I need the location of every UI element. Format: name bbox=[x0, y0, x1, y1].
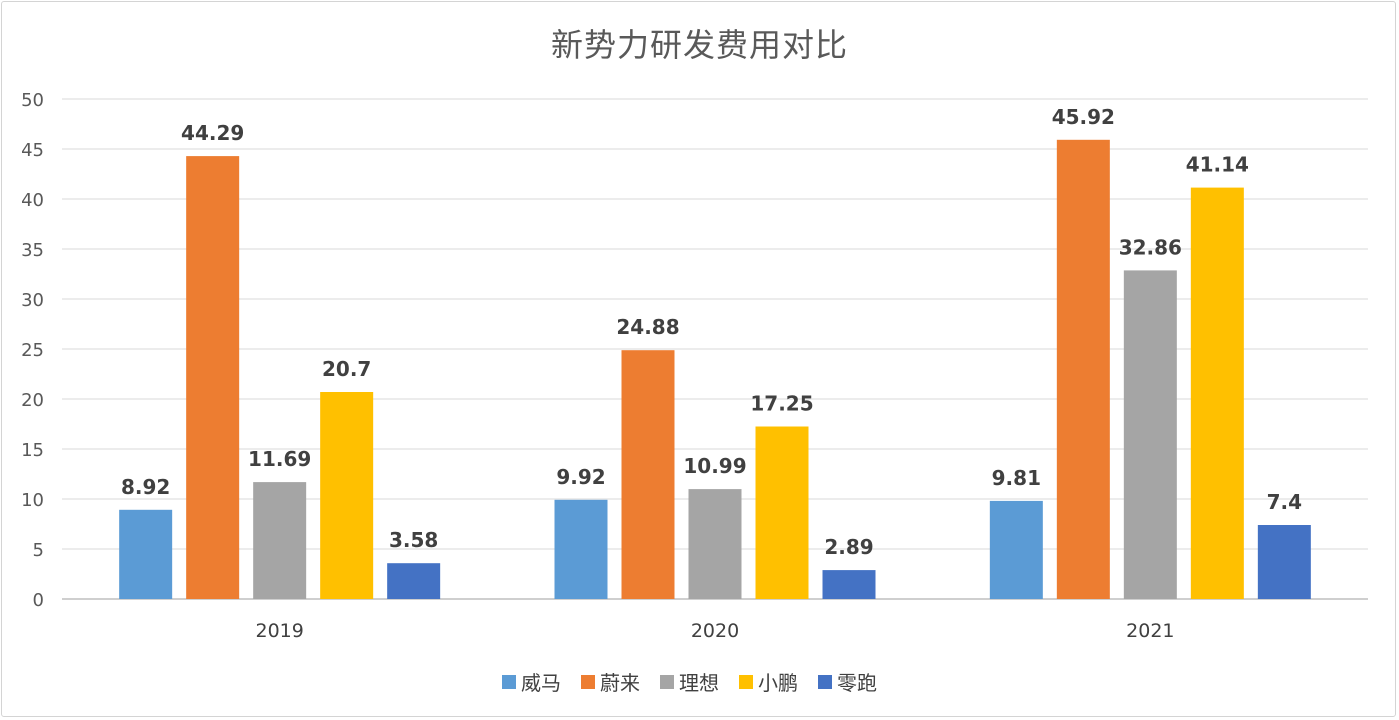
bar bbox=[1056, 139, 1110, 600]
data-label: 44.29 bbox=[181, 121, 244, 145]
bar bbox=[989, 500, 1043, 599]
data-label: 17.25 bbox=[750, 392, 813, 416]
bar bbox=[119, 509, 173, 599]
y-tick-label: 10 bbox=[21, 490, 44, 511]
y-tick-label: 35 bbox=[21, 240, 44, 261]
y-tick-label: 45 bbox=[21, 140, 44, 161]
y-tick-label: 25 bbox=[21, 340, 44, 361]
data-label: 10.99 bbox=[683, 454, 746, 478]
x-tick-label: 2021 bbox=[1126, 620, 1174, 642]
bar bbox=[253, 482, 307, 599]
data-label: 24.88 bbox=[616, 315, 679, 339]
bar bbox=[755, 426, 809, 599]
legend-swatch bbox=[818, 675, 832, 689]
legend-label: 零跑 bbox=[837, 671, 877, 695]
legend-swatch bbox=[581, 675, 595, 689]
data-label: 3.58 bbox=[389, 528, 438, 552]
bar bbox=[387, 563, 441, 599]
bar bbox=[554, 499, 608, 599]
data-label: 45.92 bbox=[1052, 105, 1115, 129]
y-tick-label: 40 bbox=[21, 190, 44, 211]
bar bbox=[822, 570, 876, 599]
data-label: 9.92 bbox=[556, 465, 605, 489]
data-label: 8.92 bbox=[121, 475, 170, 499]
bar bbox=[688, 489, 742, 599]
data-label: 11.69 bbox=[248, 447, 311, 471]
bar bbox=[320, 392, 374, 599]
x-tick-label: 2020 bbox=[691, 620, 739, 642]
legend-label: 威马 bbox=[521, 671, 561, 695]
bar bbox=[621, 350, 675, 599]
y-tick-label: 20 bbox=[21, 390, 44, 411]
data-label: 20.7 bbox=[322, 357, 371, 381]
legend-swatch bbox=[660, 675, 674, 689]
bar bbox=[1190, 187, 1244, 599]
legend-label: 小鹏 bbox=[758, 671, 798, 695]
y-tick-label: 30 bbox=[21, 290, 44, 311]
y-tick-label: 15 bbox=[21, 440, 44, 461]
y-tick-label: 50 bbox=[21, 90, 44, 111]
legend-swatch bbox=[739, 675, 753, 689]
x-tick-label: 2019 bbox=[255, 620, 303, 642]
chart-title: 新势力研发费用对比 bbox=[550, 26, 848, 64]
legend-label: 蔚来 bbox=[600, 671, 640, 695]
bar bbox=[1123, 270, 1177, 599]
data-label: 7.4 bbox=[1267, 490, 1302, 514]
data-label: 41.14 bbox=[1186, 153, 1249, 177]
legend-label: 理想 bbox=[679, 671, 719, 695]
data-label: 32.86 bbox=[1119, 235, 1182, 259]
data-label: 9.81 bbox=[992, 466, 1041, 490]
y-tick-label: 5 bbox=[33, 540, 44, 561]
bar bbox=[1257, 525, 1311, 599]
legend-swatch bbox=[502, 675, 516, 689]
bar bbox=[186, 156, 240, 599]
y-tick-label: 0 bbox=[33, 590, 44, 611]
data-label: 2.89 bbox=[824, 535, 873, 559]
